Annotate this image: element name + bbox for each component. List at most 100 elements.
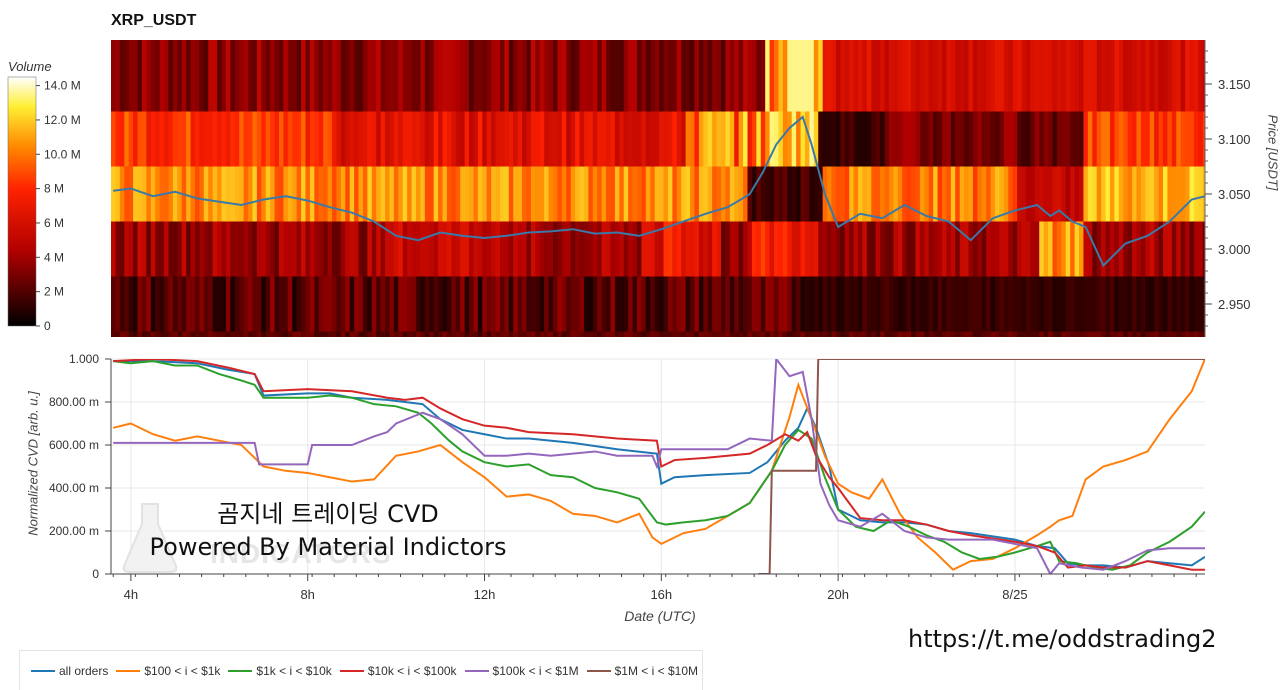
heatmap-cell <box>690 331 696 337</box>
heatmap-cell <box>1025 40 1032 112</box>
heatmap-cell <box>473 166 479 222</box>
heatmap-cell <box>217 111 223 167</box>
heatmap-cell <box>1118 331 1124 337</box>
heatmap-cell <box>553 166 559 222</box>
heatmap-cell <box>318 111 324 167</box>
heatmap-cell <box>1025 166 1032 222</box>
heatmap-cell <box>482 221 488 277</box>
heatmap-cell <box>853 40 859 112</box>
heatmap-cell <box>517 276 523 332</box>
heatmap-cell <box>835 331 841 337</box>
heatmap-cell <box>398 276 404 332</box>
heatmap-cell <box>924 331 930 337</box>
legend-item[interactable]: $100 < i < $1k <box>116 664 220 678</box>
heatmap-cell <box>119 331 125 337</box>
heatmap-cell <box>765 221 771 277</box>
heatmap-cell <box>588 221 594 277</box>
heatmap-cell <box>831 111 837 167</box>
heatmap-cell <box>1127 111 1133 167</box>
heatmap-cell <box>150 221 156 277</box>
heatmap-cell <box>641 111 647 167</box>
heatmap-cell <box>332 166 338 222</box>
heatmap-cell <box>1163 166 1169 222</box>
heatmap-cell <box>950 276 956 332</box>
heatmap-cell <box>941 111 948 167</box>
heatmap-cell <box>858 331 864 337</box>
heatmap-cell <box>844 40 850 112</box>
heatmap-cell <box>133 111 139 167</box>
heatmap-cell <box>402 111 408 167</box>
heatmap-cell <box>946 111 952 167</box>
heatmap-cell <box>1017 331 1023 337</box>
heatmap-cell <box>274 331 280 337</box>
heatmap-cell <box>769 276 775 332</box>
heatmap-cell <box>389 166 395 222</box>
heatmap-cell <box>424 221 430 277</box>
heatmap-cell <box>1034 166 1040 222</box>
heatmap-cell <box>844 331 850 337</box>
heatmap-cell <box>875 221 881 277</box>
heatmap-cell <box>367 111 373 167</box>
heatmap-cell <box>972 166 978 222</box>
heatmap-cell <box>1021 111 1027 167</box>
heatmap-cell <box>1167 40 1173 112</box>
legend-item[interactable]: $1k < i < $10k <box>228 664 332 678</box>
heatmap-cell <box>1039 221 1045 277</box>
legend-item[interactable]: all orders <box>31 664 108 678</box>
heatmap-cell <box>296 166 302 222</box>
heatmap-cell <box>119 276 125 332</box>
heatmap-cell <box>840 276 846 332</box>
heatmap-cell <box>1109 331 1115 337</box>
heatmap-cell <box>858 40 864 112</box>
heatmap-cell <box>522 166 528 222</box>
heatmap-cell <box>367 276 373 332</box>
heatmap-cell <box>725 221 731 277</box>
heatmap-cell <box>659 40 665 112</box>
heatmap-cell <box>186 40 192 112</box>
heatmap-cell <box>225 221 231 277</box>
heatmap-cell <box>995 111 1001 167</box>
heatmap-cell <box>477 331 483 337</box>
heatmap-cell <box>663 276 669 332</box>
heatmap-cell <box>287 221 293 277</box>
legend-item[interactable]: $100k < i < $1M <box>464 664 579 678</box>
heatmap-cell <box>221 111 227 167</box>
colorbar-tick-label: 8 M <box>44 182 64 196</box>
legend-item[interactable]: $10k < i < $100k <box>339 664 457 678</box>
heatmap-cell <box>221 276 227 332</box>
heatmap-cell <box>751 40 757 112</box>
heatmap-cell <box>645 40 651 112</box>
heatmap-cell <box>327 276 333 332</box>
heatmap-cell <box>473 40 479 112</box>
heatmap-cell <box>513 331 519 337</box>
heatmap-cell <box>676 276 682 332</box>
heatmap-cell <box>464 331 470 337</box>
heatmap-cell <box>393 331 399 337</box>
heatmap-cell <box>274 40 280 112</box>
heatmap-cell <box>835 276 841 332</box>
heatmap-cell <box>309 276 315 332</box>
heatmap-cell <box>654 331 660 337</box>
colorbar-tick-label: 10.0 M <box>44 147 81 161</box>
heatmap-cell <box>557 276 563 332</box>
heatmap-cell <box>128 331 134 337</box>
heatmap-cell <box>1185 221 1191 277</box>
legend-item[interactable]: $1M < i < $10M <box>586 664 698 678</box>
heatmap-cell <box>239 166 245 222</box>
heatmap-cell <box>694 331 700 337</box>
heatmap-cell <box>371 40 377 112</box>
heatmap-cell <box>292 221 298 277</box>
heatmap-cell <box>482 111 488 167</box>
heatmap-cell <box>287 40 293 112</box>
heatmap-cell <box>199 276 205 332</box>
heatmap-cell <box>1101 276 1107 332</box>
heatmap-cell <box>1163 40 1169 112</box>
heatmap-cell <box>544 331 550 337</box>
heatmap-cell <box>610 331 616 337</box>
heatmap-cell <box>1136 166 1142 222</box>
telegram-link[interactable]: https://t.me/oddstrading2 <box>908 625 1217 653</box>
heatmap-cell <box>168 221 174 277</box>
heatmap-cell <box>402 276 408 332</box>
heatmap-cell <box>1109 166 1115 222</box>
heatmap-cell <box>1202 331 1205 337</box>
